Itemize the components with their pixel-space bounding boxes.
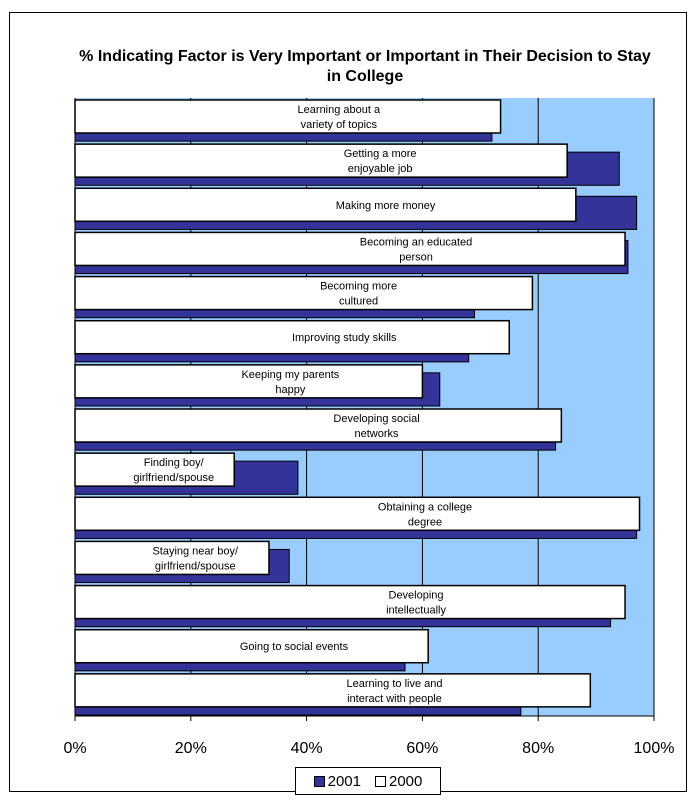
x-tick-label: 20%	[175, 740, 207, 757]
bar-2000	[74, 408, 563, 443]
bar-2000	[74, 231, 626, 267]
x-tick-label: 100%	[634, 740, 675, 757]
category-label: Finding boy/girlfriend/spouse	[133, 457, 214, 484]
bar-2000	[74, 673, 592, 708]
x-tick-label: 60%	[406, 740, 438, 757]
legend-swatch-2001	[313, 775, 325, 787]
category-label: Improving study skills	[292, 332, 397, 344]
category-label: Making more money	[336, 200, 436, 212]
x-tick-label: 0%	[63, 740, 86, 757]
category-label: Learning about a variety of topics	[298, 104, 381, 131]
bar-2000	[74, 319, 510, 355]
category-label: Developing intellectually	[386, 590, 446, 617]
category-label: Getting a more enjoyable job	[344, 148, 417, 175]
category-label: Becoming an educated person	[360, 236, 473, 263]
category-label: Keeping my parents happy	[241, 369, 339, 396]
bar-2000	[74, 275, 534, 311]
x-tick-label: 40%	[291, 740, 323, 757]
bar-2000	[74, 187, 577, 223]
legend-label-2000: 2000	[389, 772, 423, 790]
bar-2000	[74, 584, 626, 620]
bar-2000	[74, 143, 568, 178]
chart-title: % Indicating Factor is Very Important or…	[79, 48, 651, 85]
legend-swatch-2000	[375, 775, 386, 787]
category-label: Staying near boy/girlfriend/spouse	[152, 545, 239, 572]
category-label: Becoming more cultured	[320, 281, 397, 308]
x-tick-label: 80%	[522, 740, 554, 757]
category-label: Learning to live and interact with people	[346, 678, 442, 705]
legend-item-2001: 2001	[313, 772, 361, 790]
bar-2000	[74, 496, 641, 532]
category-label: Obtaining a college degree	[378, 501, 472, 528]
legend-item-2000: 2000	[375, 773, 422, 790]
bar-2000	[74, 99, 502, 134]
bar-2000	[74, 628, 429, 664]
category-label: Developing social networks	[333, 413, 419, 440]
category-label: Going to social events	[240, 641, 349, 653]
chart-legend: 2001 2000	[295, 767, 441, 795]
legend-label-2001: 2001	[327, 772, 361, 790]
bar-2000	[74, 364, 424, 399]
